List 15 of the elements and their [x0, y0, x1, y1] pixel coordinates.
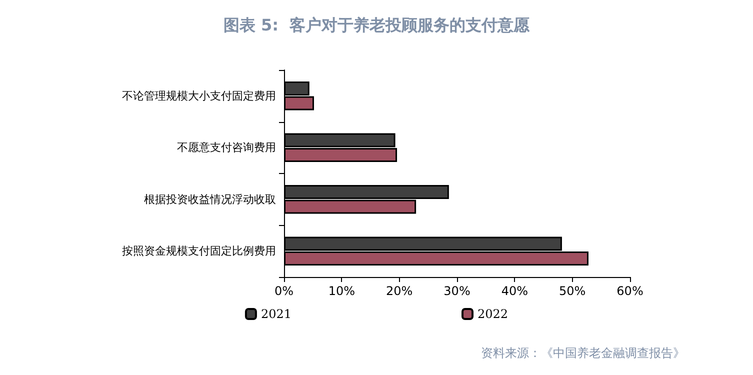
y-tick-label: 根据投资收益情况浮动收取 [144, 192, 276, 206]
x-tick-label: 60% [616, 284, 644, 298]
legend-label: 2021 [260, 307, 292, 321]
y-tick-label: 不论管理规模大小支付固定费用 [122, 89, 276, 102]
x-tick-label: 20% [386, 284, 413, 298]
text: 资料来源：《中国养老金融调查报告》 [481, 346, 685, 360]
x-tick-label: 40% [501, 284, 528, 298]
legend-label: 2022 [478, 307, 508, 321]
x-tick-label: 50% [558, 284, 586, 298]
x-tick-label: 0% [274, 284, 294, 298]
y-tick-label: 按照资金规模支付固定比例费用 [122, 244, 276, 258]
x-tick-label: 30% [444, 284, 470, 298]
chart-title: 图表 5: 客户对于养老投顾服务的支付意愿 [223, 16, 531, 34]
x-tick-label: 10% [328, 284, 356, 298]
y-tick-label: 不愿意支付咨询费用 [177, 141, 276, 154]
